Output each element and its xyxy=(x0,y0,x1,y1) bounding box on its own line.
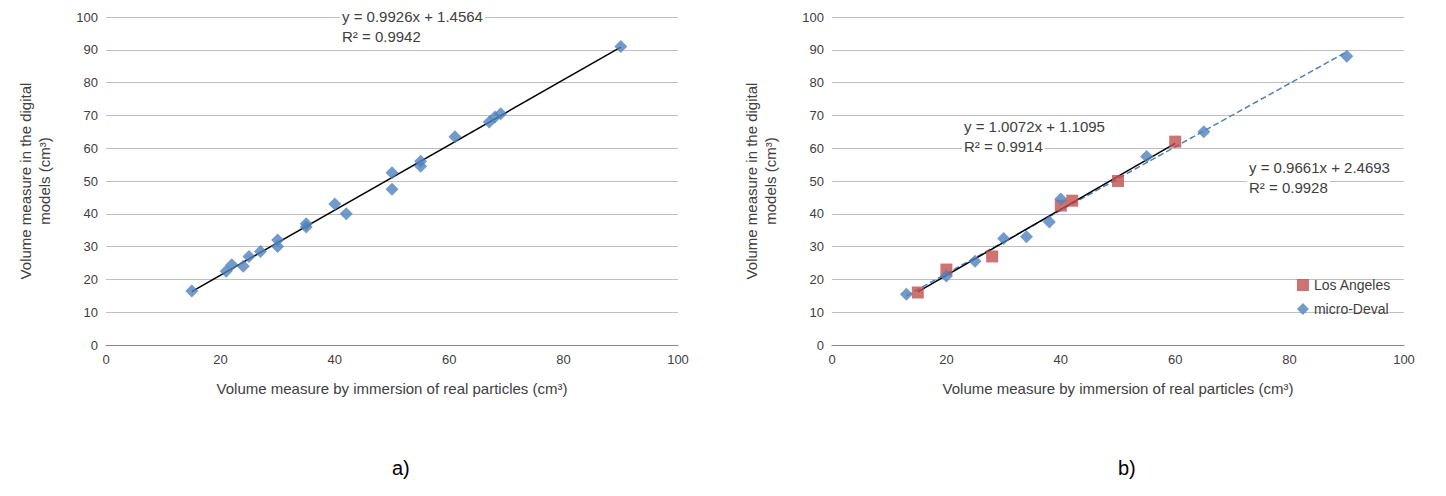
svg-text:100: 100 xyxy=(76,10,98,25)
svg-text:20: 20 xyxy=(84,272,98,287)
svg-text:Volume measure by immersion of: Volume measure by immersion of real part… xyxy=(943,380,1294,397)
svg-text:y = 0.9661x + 2.4693: y = 0.9661x + 2.4693 xyxy=(1249,159,1390,176)
svg-text:80: 80 xyxy=(810,75,824,90)
svg-text:80: 80 xyxy=(1282,352,1296,367)
svg-text:y = 1.0072x + 1.1095: y = 1.0072x + 1.1095 xyxy=(964,118,1105,135)
svg-text:80: 80 xyxy=(84,75,98,90)
svg-text:50: 50 xyxy=(84,174,98,189)
svg-text:10: 10 xyxy=(84,305,98,320)
svg-text:100: 100 xyxy=(802,10,824,25)
svg-text:70: 70 xyxy=(810,108,824,123)
svg-text:60: 60 xyxy=(810,141,824,156)
svg-text:40: 40 xyxy=(1054,352,1068,367)
svg-text:models (cm³): models (cm³) xyxy=(36,137,53,225)
svg-text:40: 40 xyxy=(328,352,342,367)
svg-text:Volume measure by immersion of: Volume measure by immersion of real part… xyxy=(217,380,568,397)
svg-text:0: 0 xyxy=(828,352,835,367)
svg-text:40: 40 xyxy=(810,206,824,221)
svg-text:30: 30 xyxy=(84,239,98,254)
svg-text:60: 60 xyxy=(84,141,98,156)
svg-text:0: 0 xyxy=(102,352,109,367)
svg-text:0: 0 xyxy=(91,338,98,353)
svg-text:20: 20 xyxy=(810,272,824,287)
svg-text:100: 100 xyxy=(667,352,689,367)
svg-text:60: 60 xyxy=(442,352,456,367)
svg-text:90: 90 xyxy=(810,42,824,57)
svg-text:40: 40 xyxy=(84,206,98,221)
svg-text:R² = 0.9914: R² = 0.9914 xyxy=(964,138,1043,155)
svg-text:80: 80 xyxy=(556,352,570,367)
svg-text:50: 50 xyxy=(810,174,824,189)
svg-text:0: 0 xyxy=(817,338,824,353)
svg-text:R² = 0.9942: R² = 0.9942 xyxy=(342,28,421,45)
svg-text:micro-Deval: micro-Deval xyxy=(1314,301,1389,317)
svg-text:Volume measure in the digital: Volume measure in the digital xyxy=(17,83,34,280)
svg-text:y = 0.9926x + 1.4564: y = 0.9926x + 1.4564 xyxy=(342,8,483,25)
svg-text:Los Angeles: Los Angeles xyxy=(1314,277,1390,293)
svg-text:60: 60 xyxy=(1168,352,1182,367)
svg-text:20: 20 xyxy=(213,352,227,367)
svg-text:100: 100 xyxy=(1393,352,1415,367)
svg-text:10: 10 xyxy=(810,305,824,320)
svg-text:R² = 0.9928: R² = 0.9928 xyxy=(1249,179,1328,196)
svg-text:30: 30 xyxy=(810,239,824,254)
svg-text:a): a) xyxy=(392,457,410,479)
svg-text:Volume measure in the digital: Volume measure in the digital xyxy=(743,83,760,280)
svg-text:90: 90 xyxy=(84,42,98,57)
svg-text:20: 20 xyxy=(939,352,953,367)
svg-text:b): b) xyxy=(1118,457,1136,479)
svg-text:models (cm³): models (cm³) xyxy=(762,137,779,225)
svg-text:70: 70 xyxy=(84,108,98,123)
